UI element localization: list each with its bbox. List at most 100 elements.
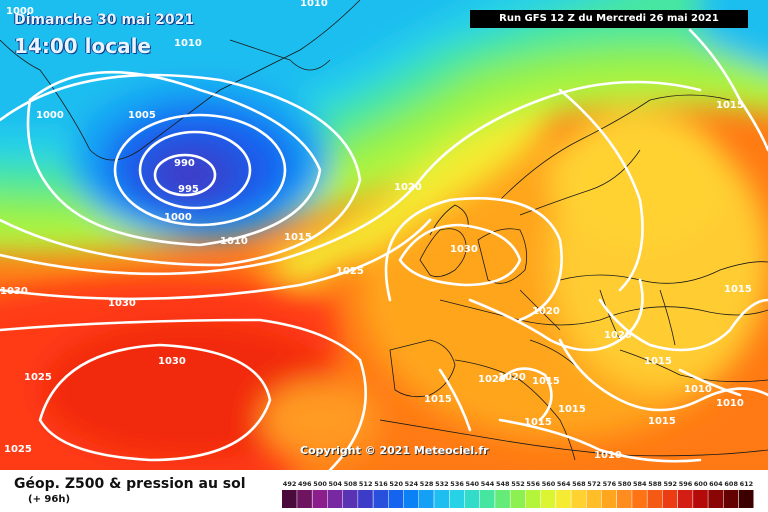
legend-title: Géop. Z500 & pression au sol bbox=[14, 476, 246, 492]
scale-tick-label: 504 bbox=[329, 480, 343, 488]
isobar-label: 1010 bbox=[594, 450, 622, 461]
scale-swatch bbox=[586, 490, 602, 508]
scale-tick-label: 540 bbox=[466, 480, 480, 488]
scale-tick-label: 556 bbox=[526, 480, 540, 488]
isobar-label: 1010 bbox=[716, 398, 744, 409]
scale-swatch bbox=[373, 490, 389, 508]
isobar-label: 1020 bbox=[498, 372, 526, 383]
scale-swatch bbox=[647, 490, 663, 508]
model-run-label: Run GFS 12 Z du Mercredi 26 mai 2021 bbox=[470, 10, 748, 28]
scale-tick-label: 528 bbox=[420, 480, 434, 488]
scale-swatch bbox=[738, 490, 754, 508]
scale-swatch bbox=[708, 490, 723, 508]
isobar-lines bbox=[0, 28, 768, 470]
scale-tick-label: 560 bbox=[542, 480, 556, 488]
scale-swatch bbox=[403, 490, 419, 508]
isobar-label: 1015 bbox=[524, 417, 552, 428]
scale-swatch bbox=[632, 490, 647, 508]
isobar-label: 1025 bbox=[336, 266, 364, 277]
scale-swatch bbox=[342, 490, 358, 508]
scale-tick-label: 564 bbox=[557, 480, 571, 488]
isobar-labels: 1010 1000 1010 1005 1000 990 995 1000 10… bbox=[0, 0, 752, 461]
isobar-label: 1005 bbox=[128, 110, 156, 121]
isobar-label: 1010 bbox=[174, 38, 202, 49]
scale-swatch bbox=[312, 490, 328, 508]
scale-tick-label: 492 bbox=[283, 480, 297, 488]
scale-swatch bbox=[540, 490, 556, 508]
scale-tick-label: 596 bbox=[679, 480, 693, 488]
scale-swatch bbox=[297, 490, 312, 508]
scale-swatch bbox=[419, 490, 434, 508]
isobar-label: 1000 bbox=[164, 212, 192, 223]
scale-swatch bbox=[479, 490, 495, 508]
isobar-label: 1010 bbox=[684, 384, 712, 395]
forecast-offset: (+ 96h) bbox=[28, 494, 71, 505]
scale-tick-label: 572 bbox=[587, 480, 601, 488]
forecast-date-label: Dimanche 30 mai 2021 bbox=[14, 12, 195, 28]
isobar-label: 1015 bbox=[284, 232, 312, 243]
scale-tick-label: 524 bbox=[405, 480, 419, 488]
scale-tick-label: 600 bbox=[694, 480, 708, 488]
scale-swatch bbox=[677, 490, 693, 508]
scale-tick-label: 608 bbox=[724, 480, 738, 488]
scale-tick-label: 588 bbox=[648, 480, 662, 488]
scale-tick-label: 508 bbox=[344, 480, 358, 488]
isobar-label: 995 bbox=[178, 184, 199, 195]
isobar-label: 1015 bbox=[724, 284, 752, 295]
isobar-label: 1015 bbox=[558, 404, 586, 415]
isobar-label: 1015 bbox=[644, 356, 672, 367]
scale-swatch bbox=[693, 490, 708, 508]
scale-tick-label: 612 bbox=[740, 480, 754, 488]
scale-swatch bbox=[434, 490, 449, 508]
scale-swatch bbox=[662, 490, 678, 508]
scale-swatch bbox=[617, 490, 632, 508]
isobar-label: 1020 bbox=[604, 330, 632, 341]
scale-tick-label: 584 bbox=[633, 480, 647, 488]
scale-tick-label: 512 bbox=[359, 480, 373, 488]
isobar-label: 990 bbox=[174, 158, 195, 169]
scale-swatch bbox=[464, 490, 480, 508]
isobar-label: 1030 bbox=[158, 356, 186, 367]
isobar-label: 1020 bbox=[478, 374, 506, 385]
color-scale: 492 496 500 504 508 512 516 520 524 528 532 536 540 5… bbox=[282, 480, 754, 508]
scale-tick-label: 548 bbox=[496, 480, 510, 488]
scale-tick-label: 500 bbox=[313, 480, 327, 488]
scale-swatch bbox=[510, 490, 526, 508]
scale-swatch bbox=[449, 490, 465, 508]
geopotential-shading: 1010 1000 1010 1005 1000 990 995 1000 10… bbox=[0, 0, 768, 470]
isobar-label: 1015 bbox=[532, 376, 560, 387]
scale-swatch bbox=[723, 490, 739, 508]
scale-tick-label: 552 bbox=[511, 480, 525, 488]
scale-swatch bbox=[495, 490, 510, 508]
scale-swatch bbox=[571, 490, 586, 508]
scale-tick-label: 580 bbox=[618, 480, 632, 488]
isobar-label: 1010 bbox=[300, 0, 328, 9]
isobar-label: 1020 bbox=[532, 306, 560, 317]
scale-tick-label: 568 bbox=[572, 480, 586, 488]
scale-swatch bbox=[525, 490, 541, 508]
isobar-label: 1000 bbox=[36, 110, 64, 121]
scale-tick-label: 592 bbox=[664, 480, 678, 488]
scale-swatch bbox=[358, 490, 373, 508]
scale-swatch bbox=[282, 490, 297, 508]
scale-tick-label: 516 bbox=[374, 480, 388, 488]
isobar-label: 1030 bbox=[450, 244, 478, 255]
scale-swatch bbox=[556, 490, 571, 508]
scale-tick-label: 576 bbox=[603, 480, 617, 488]
scale-swatch bbox=[327, 490, 343, 508]
isobar-label: 1020 bbox=[394, 182, 422, 193]
forecast-time-label: 14:00 locale bbox=[14, 34, 151, 58]
pressure-map: 1010 1000 1010 1005 1000 990 995 1000 10… bbox=[0, 0, 768, 470]
scale-tick-label: 520 bbox=[389, 480, 403, 488]
scale-tick-label: 536 bbox=[450, 480, 464, 488]
isobar-label: 1030 bbox=[108, 298, 136, 309]
isobar-label: 1025 bbox=[4, 444, 32, 455]
isobar-label: 1000 bbox=[6, 6, 34, 17]
coastlines bbox=[0, 0, 768, 461]
scale-swatch bbox=[601, 490, 617, 508]
copyright-notice: Copyright © 2021 Meteociel.fr bbox=[300, 444, 489, 457]
isobar-label: 1015 bbox=[424, 394, 452, 405]
isobar-label: 1010 bbox=[220, 236, 248, 247]
scale-tick-label: 532 bbox=[435, 480, 449, 488]
scale-tick-label: 604 bbox=[709, 480, 723, 488]
